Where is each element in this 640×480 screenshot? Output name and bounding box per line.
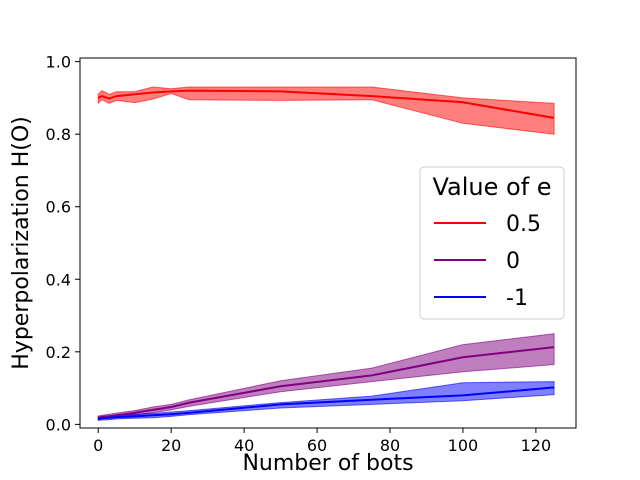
y-tick-label: 0.0 [46, 415, 71, 434]
plot-frame [79, 57, 577, 429]
legend-box [419, 166, 565, 320]
y-axis-ticks: 0.0 0.2 0.4 0.6 0.8 1.0 [46, 53, 80, 434]
line-series-0 [97, 89, 555, 119]
legend-title: Value of e [432, 173, 551, 201]
legend: Value of e 0.5 0 -1 [419, 166, 565, 320]
legend-label: 0 [506, 249, 520, 274]
legend-items: 0.5 0 -1 [434, 212, 541, 311]
series-lines [97, 89, 555, 420]
y-tick-label: 0.6 [46, 198, 71, 217]
x-tick-label: 60 [307, 436, 327, 455]
legend-label: -1 [506, 286, 528, 311]
y-tick-label: 0.4 [46, 270, 71, 289]
x-tick-label: 0 [93, 436, 103, 455]
legend-label: 0.5 [506, 212, 541, 237]
x-tick-label: 100 [448, 436, 479, 455]
x-axis-ticks: 0 20 40 60 80 100 120 [93, 428, 551, 455]
band-series-0 [97, 86, 555, 135]
y-tick-label: 0.2 [46, 343, 71, 362]
x-tick-label: 20 [161, 436, 181, 455]
x-axis-label: Number of bots [242, 451, 413, 476]
y-tick-label: 1.0 [46, 53, 71, 72]
line-series-1 [98, 346, 555, 419]
x-tick-label: 80 [380, 436, 400, 455]
y-axis-label: Hyperpolarization H(O) [9, 116, 34, 369]
y-tick-label: 0.8 [46, 125, 71, 144]
x-tick-label: 40 [234, 436, 254, 455]
x-tick-label: 120 [521, 436, 552, 455]
line-series-2 [98, 386, 555, 420]
